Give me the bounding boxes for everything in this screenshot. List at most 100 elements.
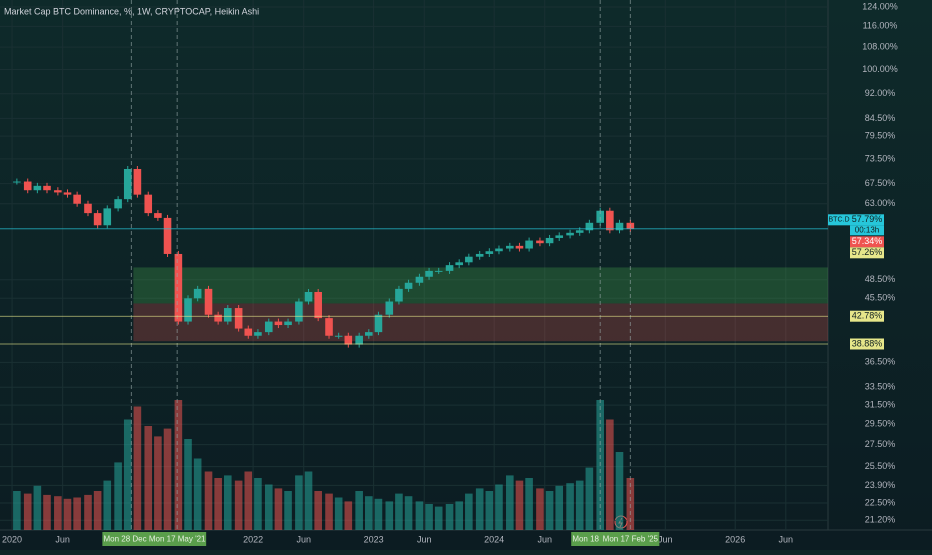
- volume-bar: [485, 491, 494, 530]
- candle-body: [596, 210, 605, 223]
- volume-bar: [295, 475, 303, 530]
- x-tick-label: 2020: [2, 534, 22, 544]
- volume-bar: [355, 491, 363, 530]
- volume-bar: [33, 485, 42, 530]
- candle-body: [284, 321, 292, 326]
- candle-body: [154, 213, 162, 218]
- x-tick-label: 2023: [364, 534, 384, 544]
- volume-bar: [274, 488, 283, 530]
- volume-bar: [314, 491, 322, 530]
- candle-body: [254, 332, 262, 336]
- candle-body: [264, 321, 273, 333]
- candle-body: [515, 245, 524, 249]
- y-tick-label: 21.20%: [865, 515, 896, 525]
- volume-bar: [566, 483, 574, 530]
- volume-bar: [575, 480, 584, 530]
- y-tick-label: 79.50%: [865, 131, 896, 141]
- candle-body: [395, 288, 403, 302]
- volume-bar: [555, 485, 564, 530]
- candle-body: [355, 335, 363, 345]
- candle-body: [214, 314, 222, 322]
- candle-body: [314, 291, 322, 319]
- y-tick-label: 23.90%: [865, 480, 896, 490]
- candle-body: [415, 276, 424, 283]
- volume-bar: [174, 400, 183, 530]
- price-tag: [850, 247, 884, 259]
- volume-bar: [13, 491, 21, 530]
- candle-body: [93, 213, 102, 226]
- date-tag-label: Mon 28 Dec '20: [103, 535, 159, 544]
- volume-bar: [365, 496, 373, 530]
- y-tick-label: 84.50%: [865, 113, 896, 123]
- date-tag: [601, 532, 660, 546]
- volume-bar: [284, 491, 292, 530]
- candle-body: [404, 282, 413, 289]
- volume-bar: [304, 471, 313, 530]
- candle-body: [63, 192, 72, 195]
- volume-bar: [585, 467, 594, 530]
- volume-bar: [536, 488, 544, 530]
- price-tag: [850, 236, 884, 248]
- volume-bar: [193, 458, 202, 530]
- volume-bar: [404, 496, 413, 530]
- candle-body: [234, 308, 243, 329]
- volume-bar: [395, 493, 403, 530]
- candle-body: [144, 194, 153, 214]
- x-tick-label: Jun: [417, 534, 432, 544]
- volume-bar: [123, 419, 132, 530]
- y-tick-label: 73.50%: [865, 153, 896, 163]
- y-tick-label: 63.00%: [865, 198, 896, 208]
- price-tag: [850, 338, 884, 350]
- y-tick-label: 48.50%: [865, 274, 896, 284]
- volume-bar: [334, 497, 343, 530]
- candle-body: [374, 314, 383, 333]
- volume-bar: [254, 478, 262, 530]
- candle-body: [545, 237, 554, 244]
- candle-body: [193, 288, 202, 299]
- candle-body: [114, 199, 122, 209]
- candle-body: [223, 308, 232, 322]
- volume-bar: [425, 504, 433, 530]
- price-tag-label: 42.78%: [852, 311, 883, 321]
- volume-bar: [445, 504, 454, 530]
- x-tick-label: Jun: [658, 534, 673, 544]
- candle-body: [555, 235, 564, 238]
- y-tick-label: 116.00%: [863, 21, 898, 31]
- volume-bar: [325, 493, 333, 530]
- candle-body: [304, 291, 313, 302]
- y-tick-label: 45.50%: [865, 293, 896, 303]
- volume-bar: [163, 428, 172, 530]
- candle-body: [475, 253, 484, 257]
- candle-body: [184, 298, 192, 322]
- candle-body: [385, 301, 394, 315]
- volume-bar: [506, 475, 514, 530]
- candle-body: [344, 335, 353, 345]
- candle-body: [174, 253, 183, 322]
- x-tick-label: Jun: [779, 534, 794, 544]
- date-tag: [148, 532, 207, 546]
- candle-body: [434, 270, 443, 272]
- volume-bar: [133, 406, 142, 530]
- candle-body: [133, 168, 142, 195]
- candle-body: [485, 251, 494, 254]
- volume-bar: [223, 475, 232, 530]
- candle-body: [295, 301, 303, 322]
- candle-body: [365, 332, 373, 336]
- volume-bar: [234, 480, 243, 530]
- candle-body: [54, 190, 62, 193]
- candle-body: [13, 181, 21, 183]
- x-tick-label: Jun: [55, 534, 70, 544]
- volume-bar: [204, 471, 213, 530]
- volume-bar: [264, 484, 273, 530]
- candle-body: [536, 240, 544, 244]
- y-tick-label: 33.50%: [865, 382, 896, 392]
- volume-bar: [43, 494, 51, 530]
- symbol-tag: [828, 214, 850, 226]
- volume-bar: [84, 494, 92, 530]
- volume-bar: [434, 506, 443, 530]
- candle-body: [455, 262, 463, 266]
- volume-bar: [465, 493, 473, 530]
- candle-body: [615, 222, 624, 231]
- candle-body: [43, 185, 51, 191]
- candle-body: [465, 256, 473, 263]
